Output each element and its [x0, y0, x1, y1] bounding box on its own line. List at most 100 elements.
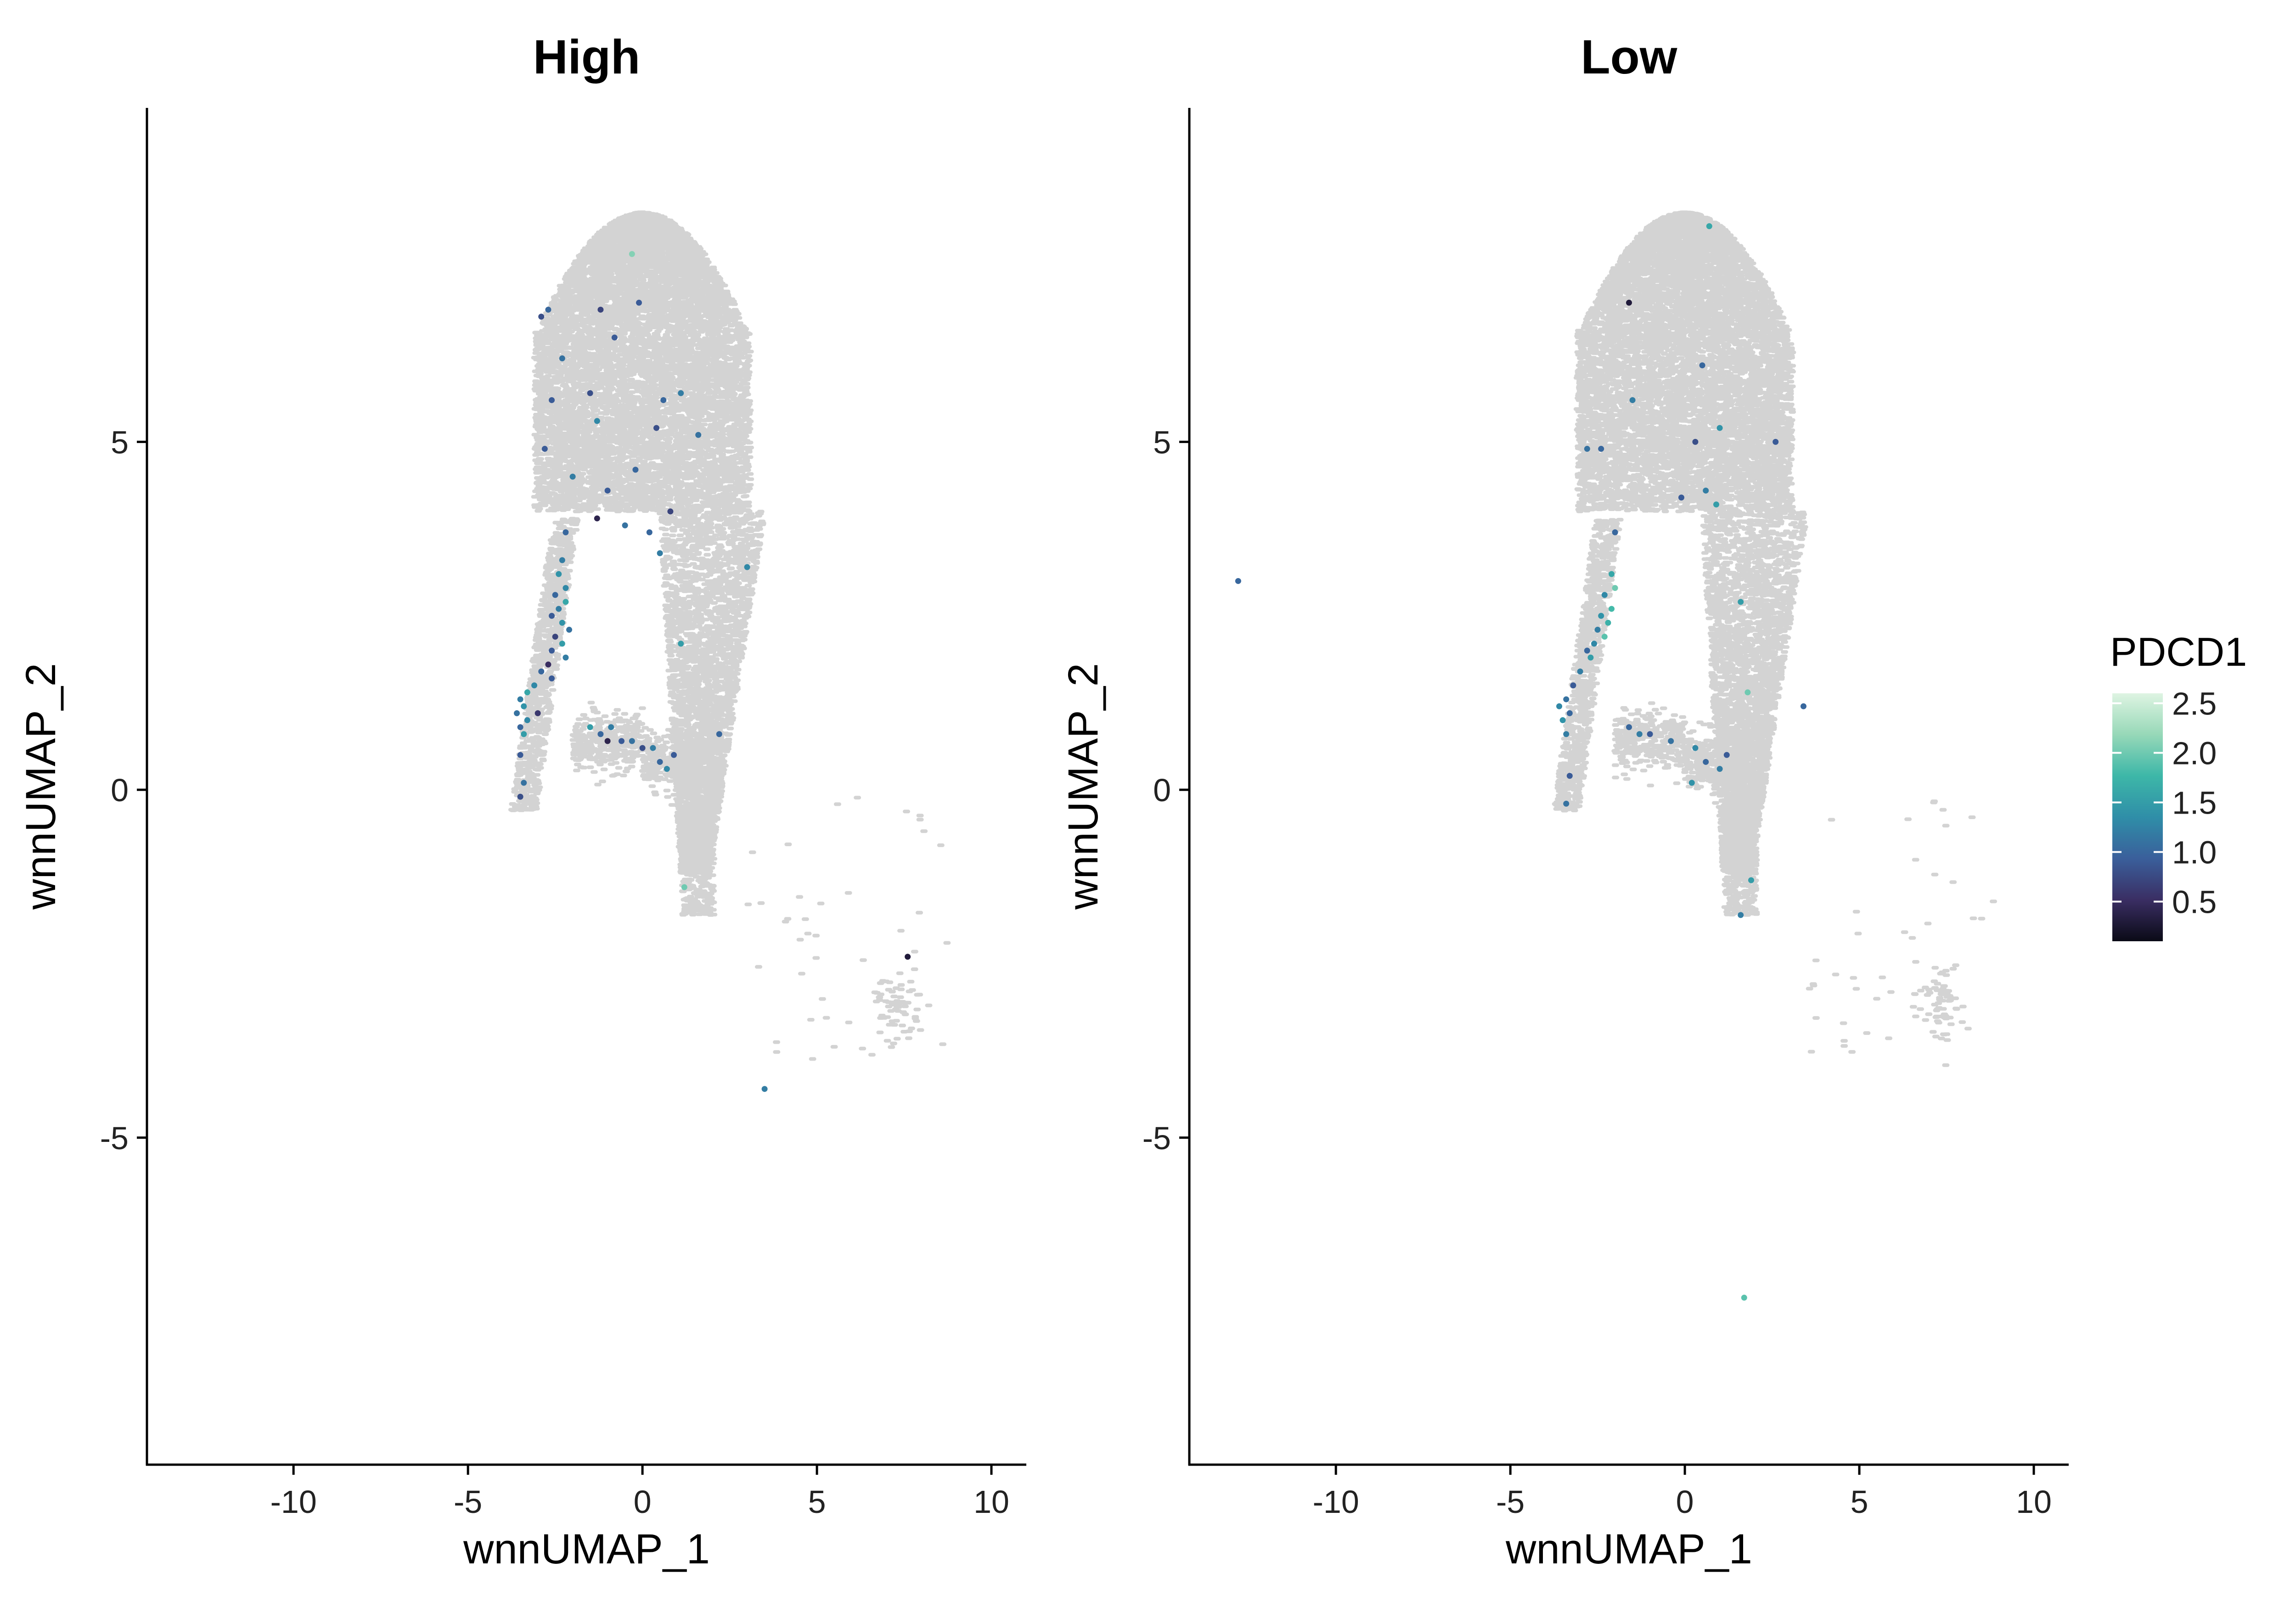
expressing-cell [1566, 710, 1573, 716]
expressing-cell [1235, 578, 1241, 584]
expressing-cell [1688, 780, 1695, 786]
expressing-cell [1612, 585, 1618, 591]
expressing-cell [1598, 446, 1604, 452]
expressing-cell [1605, 619, 1611, 626]
expressing-cell [545, 661, 551, 668]
background-cells-high [508, 210, 951, 1061]
expressing-cell [611, 334, 618, 341]
y-tick-label: 5 [111, 424, 129, 460]
expressing-cell [521, 703, 527, 709]
x-tick-label: -10 [1313, 1484, 1359, 1520]
expressing-cell [559, 355, 565, 362]
x-axis-label-high: wnnUMAP_1 [463, 1526, 710, 1573]
expressing-cell [650, 745, 656, 751]
expressing-cell [563, 529, 569, 535]
y-tick-label: -5 [1142, 1120, 1171, 1156]
expressing-cell [597, 306, 604, 313]
expressing-cell [1626, 299, 1632, 306]
x-tick-label: 5 [808, 1484, 826, 1520]
expressing-cell [695, 432, 702, 438]
expressing-cell [1773, 438, 1779, 445]
x-tick-label: 10 [974, 1484, 1009, 1520]
expressing-cell [1713, 501, 1719, 508]
expressing-cell [1563, 731, 1570, 737]
expressing-cell [667, 508, 674, 515]
expressing-cell [716, 731, 722, 737]
expressing-cell [563, 654, 569, 661]
expressing-cell [1800, 703, 1806, 709]
expressing-cell [563, 585, 569, 591]
y-axis-label-low: wnnUMAP_2 [1060, 663, 1107, 910]
expressing-cell [541, 446, 548, 452]
expressing-cell [566, 627, 573, 633]
expressing-cell [608, 724, 614, 730]
y-ticks-low: -5 0 5 [1142, 424, 1189, 1156]
expressing-cell [594, 418, 600, 424]
legend-tick-label: 2.5 [2172, 686, 2217, 722]
expressing-cell [517, 724, 523, 730]
legend-tick-label: 1.0 [2172, 835, 2217, 871]
panel-high: High -10 -5 0 5 10 -5 0 5 wnnUMAP_1 wnnUMAP_2 [17, 30, 1026, 1573]
expressing-cell [1594, 627, 1601, 633]
expressing-cell [1699, 362, 1705, 369]
expressing-cell [678, 390, 684, 396]
expressing-cell [681, 884, 687, 890]
expressing-cell [552, 592, 558, 598]
expressing-cell [549, 612, 555, 619]
expressing-cell [1559, 717, 1566, 724]
background-cell-cloud [1552, 210, 1997, 1067]
expressing-cell [1591, 641, 1598, 647]
expressing-cell [538, 314, 545, 320]
expressing-cell [1609, 571, 1615, 577]
expressing-cell [761, 1086, 768, 1092]
expressing-cell [646, 529, 653, 535]
expressing-cell [517, 752, 523, 758]
background-cells-low [1552, 210, 1997, 1067]
y-tick-label: 5 [1153, 424, 1171, 460]
x-tick-label: 0 [1676, 1484, 1694, 1520]
x-axis-label-low: wnnUMAP_1 [1505, 1526, 1752, 1573]
y-tick-label: 0 [1153, 772, 1171, 808]
background-cell-cloud [508, 210, 951, 1061]
expressing-cell [538, 668, 545, 674]
expressing-cell [552, 634, 558, 640]
expressing-cell [639, 745, 646, 751]
legend-tick-label: 1.5 [2172, 785, 2217, 821]
expressing-cell [678, 641, 684, 647]
expressing-cell [632, 466, 639, 473]
expressing-cell [1598, 612, 1604, 619]
expressing-cell [1703, 487, 1709, 494]
legend-title: PDCD1 [2110, 629, 2247, 674]
expressing-cell [660, 397, 667, 403]
expressing-cell [636, 299, 642, 306]
expressing-cell [1584, 446, 1590, 452]
expressing-cell [653, 425, 659, 431]
expressing-cell [604, 487, 611, 494]
x-ticks-low: -10 -5 0 5 10 [1313, 1465, 2052, 1520]
expressing-cell [1563, 696, 1570, 702]
expressing-cell [587, 390, 593, 396]
expressing-cell [1647, 731, 1653, 737]
expressing-cell [1566, 773, 1573, 779]
expressing-cell [622, 522, 628, 528]
expressing-cell [517, 793, 523, 800]
expressing-cell [517, 696, 523, 702]
expressing-cell [1556, 703, 1563, 709]
expressing-cell [1738, 912, 1744, 918]
expressing-cell [549, 647, 555, 654]
expressing-cell [549, 675, 555, 682]
x-tick-label: 10 [2016, 1484, 2052, 1520]
expressing-cell [556, 571, 562, 577]
expressing-cell [524, 717, 530, 724]
expressing-cell [597, 731, 604, 737]
expressing-cell [1716, 425, 1723, 431]
expressing-cell [1626, 724, 1632, 730]
expressing-cell [1716, 766, 1723, 772]
expressing-cell [629, 738, 635, 744]
expressing-cell [1609, 606, 1615, 612]
expressing-cell [670, 752, 677, 758]
expressing-cell [1692, 438, 1699, 445]
expressing-cell [1748, 877, 1754, 883]
legend-colorbar [2112, 693, 2163, 941]
